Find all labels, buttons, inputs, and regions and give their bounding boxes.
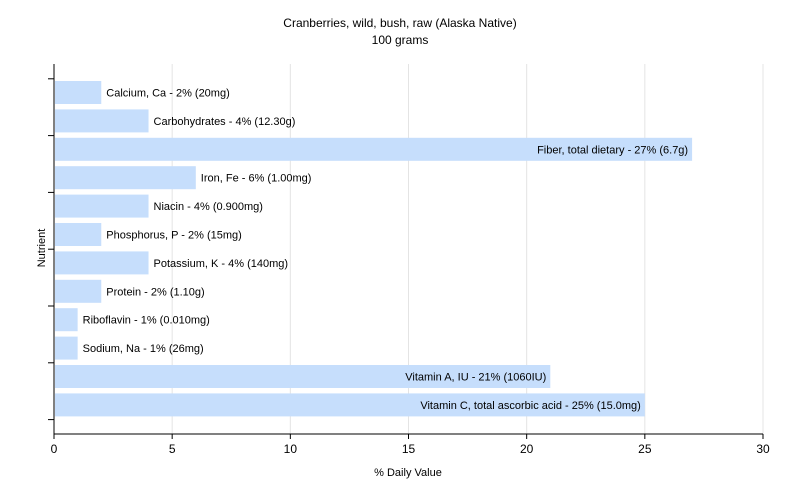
bar <box>55 279 102 303</box>
bar-label: Protein - 2% (1.10g) <box>106 286 204 298</box>
bar-label: Fiber, total dietary - 27% (6.7g) <box>537 144 688 156</box>
bar <box>55 308 78 332</box>
bar <box>55 194 149 218</box>
bar-label: Carbohydrates - 4% (12.30g) <box>154 116 296 128</box>
x-tick-label: 0 <box>51 442 58 456</box>
bar-label: Calcium, Ca - 2% (20mg) <box>106 88 229 100</box>
x-tick-label: 5 <box>169 442 176 456</box>
bar <box>55 393 645 417</box>
bar <box>55 166 196 190</box>
bar <box>55 109 149 133</box>
bar <box>55 336 78 360</box>
chart-subtitle: 100 grams <box>371 33 429 47</box>
bar <box>55 223 102 246</box>
chart-title: Cranberries, wild, bush, raw (Alaska Nat… <box>283 16 517 30</box>
bar <box>55 137 693 161</box>
bar-label: Sodium, Na - 1% (26mg) <box>83 343 204 355</box>
bars: Calcium, Ca - 2% (20mg) Carbohydrates - 4… <box>55 81 693 417</box>
x-tick-label: 10 <box>284 442 298 456</box>
bar-label: Phosphorus, P - 2% (15mg) <box>106 230 242 242</box>
bar-label: Vitamin A, IU - 21% (1060IU) <box>405 372 546 384</box>
bar <box>55 365 551 388</box>
x-axis-title: % Daily Value <box>374 467 442 479</box>
bar-label: Riboflavin - 1% (0.010mg) <box>83 315 210 327</box>
bar-label: Niacin - 4% (0.900mg) <box>154 201 263 213</box>
x-tick-label: 25 <box>638 442 652 456</box>
bar-label: Iron, Fe - 6% (1.00mg) <box>201 173 312 185</box>
axes: 0 5 10 15 20 25 30 <box>48 64 770 456</box>
x-tick-label: 15 <box>402 442 416 456</box>
bar <box>55 81 102 104</box>
y-axis-title: Nutrient <box>36 229 48 268</box>
x-tick-label: 20 <box>520 442 534 456</box>
bar <box>55 251 149 275</box>
bar-label: Vitamin C, total ascorbic acid - 25% (15… <box>420 400 641 412</box>
x-tick-label: 30 <box>756 442 770 456</box>
bar-label: Potassium, K - 4% (140mg) <box>154 258 288 270</box>
